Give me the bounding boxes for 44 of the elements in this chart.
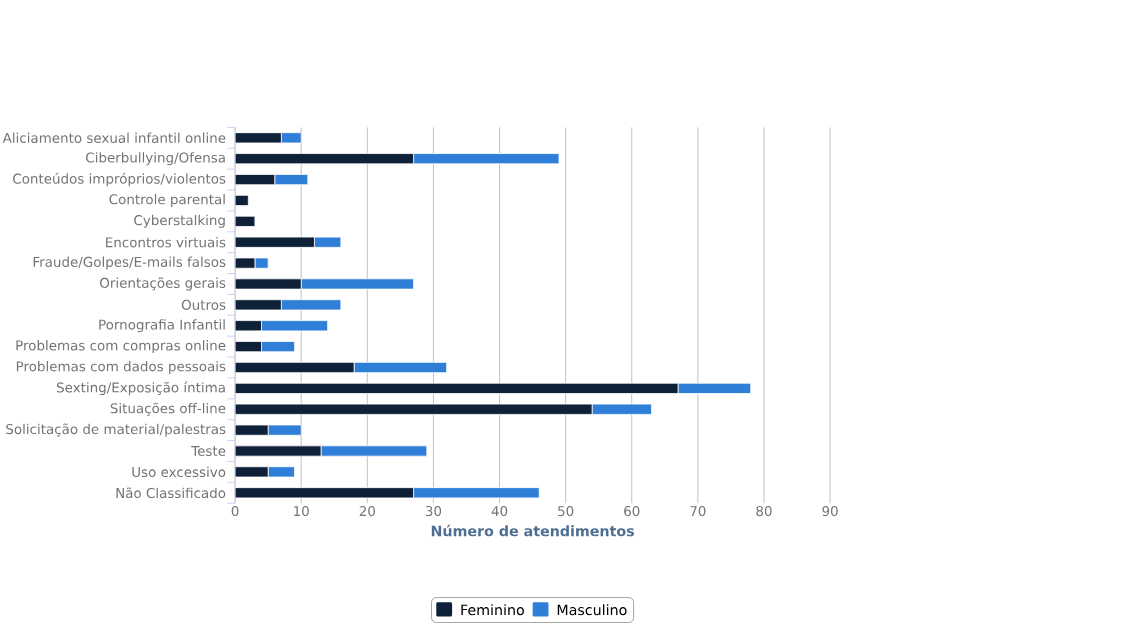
x-tick-label: 60: [624, 506, 640, 517]
legend-label: Feminino: [461, 604, 524, 616]
bar: [353, 361, 448, 374]
bar: [261, 341, 295, 353]
bar: [267, 424, 302, 436]
y-tick-label: Ciberbullying/Ofensa: [86, 152, 225, 166]
x-tick-label: 70: [690, 506, 706, 517]
x-tick-label: 90: [822, 506, 838, 517]
bar: [413, 153, 560, 165]
bar: [267, 466, 295, 478]
bar: [314, 236, 342, 248]
bar: [280, 299, 342, 311]
bar: [274, 174, 309, 186]
y-tick-label: Fraude/Golpes/E-mails falsos: [33, 256, 226, 270]
y-tick-label: Aliciamento sexual infantil online: [2, 132, 226, 144]
bar: [254, 257, 269, 269]
y-tick-label: Sexting/Exposição íntima: [56, 381, 225, 396]
y-tick-label: Teste: [191, 446, 226, 457]
x-tick-label: 80: [756, 506, 772, 517]
y-tick-label: Uso excessivo: [132, 466, 226, 478]
x-tick-label: 50: [558, 506, 574, 517]
bar: [591, 403, 652, 415]
y-tick-label: Encontros virtuais: [106, 237, 226, 248]
x-tick-label: 30: [425, 506, 442, 517]
x-tick-label: 0: [231, 506, 239, 517]
y-tick-label: Cyberstalking: [134, 214, 225, 228]
y-tick-label: Outros: [181, 299, 226, 310]
legend-label: Masculino: [557, 604, 627, 616]
x-tick-label: 10: [294, 506, 309, 517]
y-tick-label: Problemas com dados pessoais: [16, 361, 226, 375]
y-tick-label: Pornografia Infantil: [99, 319, 225, 333]
y-tick-label: Situações off-line: [110, 402, 226, 416]
x-tick-label: 20: [359, 506, 375, 517]
bar: [320, 445, 428, 457]
bar: [261, 320, 329, 332]
x-tick-label: 40: [491, 506, 508, 517]
y-tick-label: Problemas com compras online: [16, 340, 226, 354]
bar: [300, 278, 414, 290]
y-tick-label: Solicitação de material/palestras: [6, 423, 226, 437]
y-tick-label: Não Classificado: [116, 487, 226, 499]
y-tick-label: Conteúdos impróprios/violentos: [13, 172, 226, 187]
x-axis-title: Número de atendimentos: [431, 524, 634, 537]
y-tick-label: Orientações gerais: [100, 277, 226, 291]
y-tick-label: Controle parental: [109, 193, 225, 207]
